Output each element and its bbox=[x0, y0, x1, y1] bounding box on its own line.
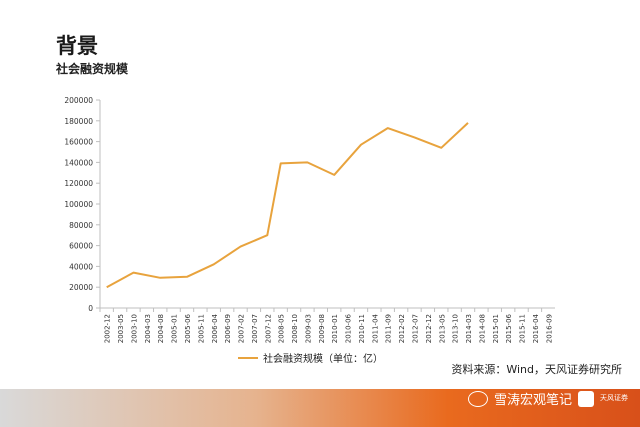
x-tick-label: 2008-10 bbox=[291, 314, 299, 343]
x-tick-label: 2009-03 bbox=[304, 314, 312, 343]
x-tick-label: 2012-12 bbox=[425, 314, 433, 343]
footer-bar bbox=[0, 389, 640, 427]
x-tick-label: 2006-04 bbox=[211, 313, 219, 343]
y-tick-label: 60000 bbox=[69, 242, 93, 251]
x-tick-label: 2003-10 bbox=[130, 314, 138, 343]
x-tick-label: 2006-09 bbox=[224, 314, 232, 343]
x-tick-label: 2012-02 bbox=[398, 314, 406, 343]
watermark: 雪涛宏观笔记 天风证券 bbox=[467, 389, 628, 408]
x-tick-label: 2005-06 bbox=[184, 313, 192, 343]
y-tick-label: 80000 bbox=[69, 221, 93, 230]
x-tick-label: 2008-05 bbox=[278, 314, 286, 343]
x-tick-label: 2007-12 bbox=[264, 314, 272, 343]
x-tick-label: 2013-10 bbox=[452, 314, 460, 343]
y-tick-label: 100000 bbox=[64, 200, 93, 209]
legend-line-swatch bbox=[238, 356, 258, 359]
x-tick-label: 2012-07 bbox=[411, 314, 419, 343]
chart-legend: 社会融资规模（单位：亿） bbox=[238, 350, 383, 365]
x-tick-label: 2016-04 bbox=[532, 313, 540, 343]
x-tick-label: 2013-05 bbox=[438, 314, 446, 343]
wechat-icon bbox=[467, 390, 488, 407]
x-tick-label: 2015-01 bbox=[492, 314, 500, 343]
x-tick-label: 2011-09 bbox=[385, 314, 393, 343]
series-line bbox=[106, 122, 469, 289]
x-tick-label: 2011-04 bbox=[371, 313, 379, 343]
line-chart: 0 20000 40000 60000 80000 100000 120000 140000 1… bbox=[64, 96, 555, 343]
x-tick-label: 2010-11 bbox=[358, 314, 366, 343]
logo-text: 天风证券 bbox=[600, 394, 628, 402]
page-subtitle: 社会融资规模 bbox=[56, 62, 129, 76]
page-title: 背景 bbox=[56, 34, 98, 58]
x-tick-label: 2010-01 bbox=[331, 314, 339, 343]
watermark-account: 雪涛宏观笔记 bbox=[493, 393, 572, 408]
x-tick-label: 2016-09 bbox=[545, 314, 553, 343]
y-tick-label: 160000 bbox=[64, 138, 93, 147]
x-tick-label: 2005-01 bbox=[171, 314, 179, 343]
x-tick-label: 2007-07 bbox=[251, 314, 259, 343]
x-tick-label: 2015-06 bbox=[505, 313, 513, 343]
source-note: 资料来源：Wind，天风证券研究所 bbox=[451, 363, 622, 376]
y-tick-label: 20000 bbox=[69, 283, 93, 292]
y-tick-label: 200000 bbox=[64, 96, 93, 105]
y-tick-label: 120000 bbox=[64, 179, 93, 188]
x-tick-label: 2007-02 bbox=[238, 314, 246, 343]
x-tick-label: 2014-08 bbox=[478, 314, 486, 343]
legend-label: 社会融资规模（单位：亿） bbox=[263, 354, 383, 365]
x-tick-label: 2004-03 bbox=[144, 314, 152, 343]
x-tick-label: 2003-05 bbox=[117, 314, 125, 343]
y-tick-label: 180000 bbox=[64, 117, 93, 126]
y-tick-label: 40000 bbox=[69, 262, 93, 271]
x-tick-label: 2015-11 bbox=[519, 314, 527, 343]
x-tick-label: 2002-12 bbox=[104, 314, 112, 343]
x-tick-label: 2005-11 bbox=[197, 314, 205, 343]
x-tick-label: 2004-08 bbox=[157, 314, 165, 343]
y-tick-label: 140000 bbox=[64, 158, 93, 167]
x-tick-label: 2010-06 bbox=[345, 313, 353, 343]
tianfeng-logo-icon bbox=[578, 390, 594, 407]
x-tick-label: 2014-03 bbox=[465, 314, 473, 343]
y-tick-label: 0 bbox=[88, 304, 93, 313]
x-tick-label: 2009-08 bbox=[318, 314, 326, 343]
